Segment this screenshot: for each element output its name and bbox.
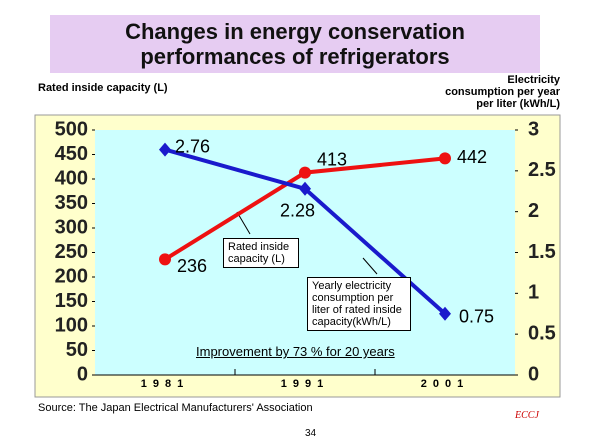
data-label: 236 bbox=[177, 256, 207, 276]
source: Source: The Japan Electrical Manufacture… bbox=[38, 402, 313, 414]
y-tick-label: 450 bbox=[55, 143, 88, 165]
y-tick-label: 350 bbox=[55, 192, 88, 214]
y-tick-label: 200 bbox=[55, 265, 88, 287]
logo: ECCJ bbox=[515, 410, 539, 421]
point bbox=[159, 253, 171, 266]
y2-tick-label: 0.5 bbox=[528, 322, 556, 344]
data-label: 2.76 bbox=[175, 136, 210, 156]
y2-tick-label: 2 bbox=[528, 200, 539, 222]
y-tick-label: 100 bbox=[55, 314, 88, 336]
data-label: 2.28 bbox=[280, 201, 315, 221]
y-tick-label: 50 bbox=[66, 339, 88, 361]
x-tick-label: 1981 bbox=[141, 378, 189, 390]
series-callout: Rated inside capacity (L) bbox=[223, 238, 299, 268]
annotation: Improvement by 73 % for 20 years bbox=[196, 344, 395, 359]
point bbox=[299, 166, 311, 179]
y-tick-label: 500 bbox=[55, 118, 88, 140]
y2-axis-label: Electricity consumption per year per lit… bbox=[445, 74, 560, 110]
data-label: 442 bbox=[457, 147, 487, 167]
y-tick-label: 250 bbox=[55, 241, 88, 263]
y2-tick-label: 1.5 bbox=[528, 241, 556, 263]
point bbox=[299, 181, 311, 196]
y2-tick-label: 1 bbox=[528, 282, 539, 304]
y2-tick-label: 3 bbox=[528, 118, 539, 140]
data-label: 0.75 bbox=[459, 307, 494, 327]
series-callout: Yearly electricity consumption per liter… bbox=[307, 277, 411, 331]
y2-tick-label: 0 bbox=[528, 363, 539, 385]
y-tick-label: 150 bbox=[55, 290, 88, 312]
data-label: 413 bbox=[317, 149, 347, 169]
y2-tick-label: 2.5 bbox=[528, 159, 556, 181]
x-tick-label: 1991 bbox=[281, 378, 329, 390]
x-tick-label: 2001 bbox=[421, 378, 469, 390]
point bbox=[439, 306, 451, 321]
y-tick-label: 0 bbox=[77, 363, 88, 385]
y-tick-label: 300 bbox=[55, 216, 88, 238]
y-axis-label: Rated inside capacity (L) bbox=[38, 82, 168, 94]
chart-title: Changes in energy conservation performan… bbox=[50, 15, 540, 73]
page-number: 34 bbox=[305, 428, 317, 439]
callout-arrow bbox=[362, 257, 378, 275]
point bbox=[159, 142, 171, 157]
point bbox=[439, 152, 451, 165]
y-tick-label: 400 bbox=[55, 167, 88, 189]
